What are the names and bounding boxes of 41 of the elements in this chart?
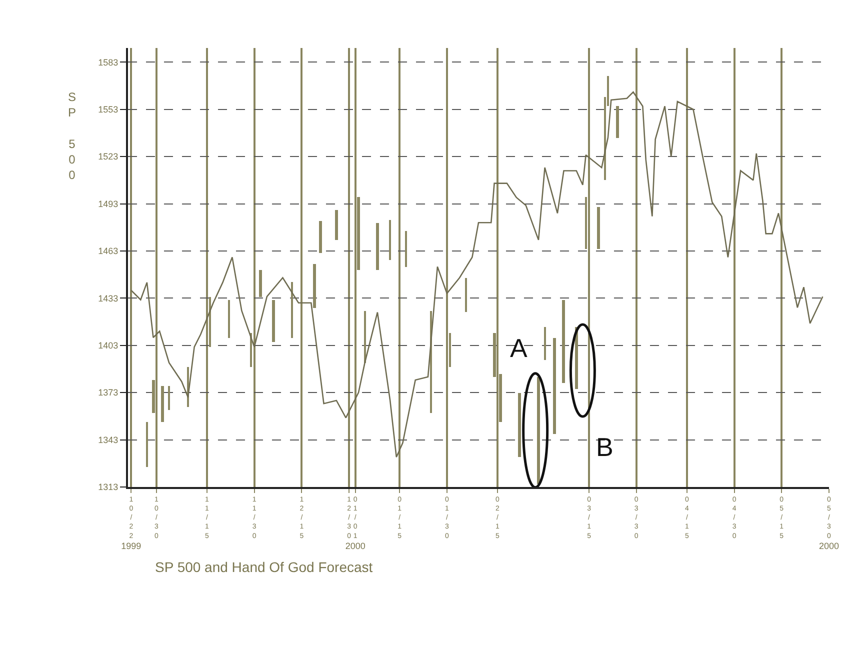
bar [364, 311, 366, 363]
bar [291, 282, 293, 338]
y-tick-label: 1373 [98, 388, 118, 398]
bar [259, 270, 262, 297]
text: SP 500 [68, 90, 76, 182]
y-tick-label: 1313 [98, 482, 118, 492]
bar [146, 422, 148, 467]
annotation: A [510, 333, 528, 363]
line-series [130, 91, 824, 458]
x2-tick-label: 2000 [818, 541, 840, 551]
bar [335, 210, 338, 240]
bar [168, 386, 170, 410]
bar [228, 300, 230, 338]
bar [562, 300, 565, 383]
y-tick-label: 1463 [98, 246, 118, 256]
y-tick-label: 1433 [98, 293, 118, 304]
bar [544, 327, 546, 360]
bar [405, 231, 407, 267]
bar [319, 221, 322, 253]
text: SP 500 and Hand Of God Forecast [155, 558, 373, 575]
bar [389, 220, 391, 260]
annotation: B [596, 432, 614, 462]
bar [161, 386, 164, 422]
x2-tick-label: 2000 [345, 541, 366, 551]
bar [537, 377, 540, 484]
bar [465, 278, 467, 312]
bar [313, 264, 316, 308]
bar [553, 338, 556, 434]
bar [597, 207, 600, 249]
y-tick-label: 1343 [98, 434, 118, 445]
bar [376, 223, 379, 270]
bar [272, 300, 275, 342]
bar [575, 327, 578, 389]
y-tick-label: 1523 [98, 152, 118, 162]
bar [518, 393, 521, 457]
y-tick-label: 1553 [98, 104, 118, 115]
y-tick-label: 1403 [98, 340, 118, 351]
x2-tick-label: 1999 [121, 541, 142, 551]
y-tick-label: 1583 [98, 57, 118, 68]
bar [616, 106, 619, 138]
y-tick-label: 1493 [98, 198, 118, 209]
